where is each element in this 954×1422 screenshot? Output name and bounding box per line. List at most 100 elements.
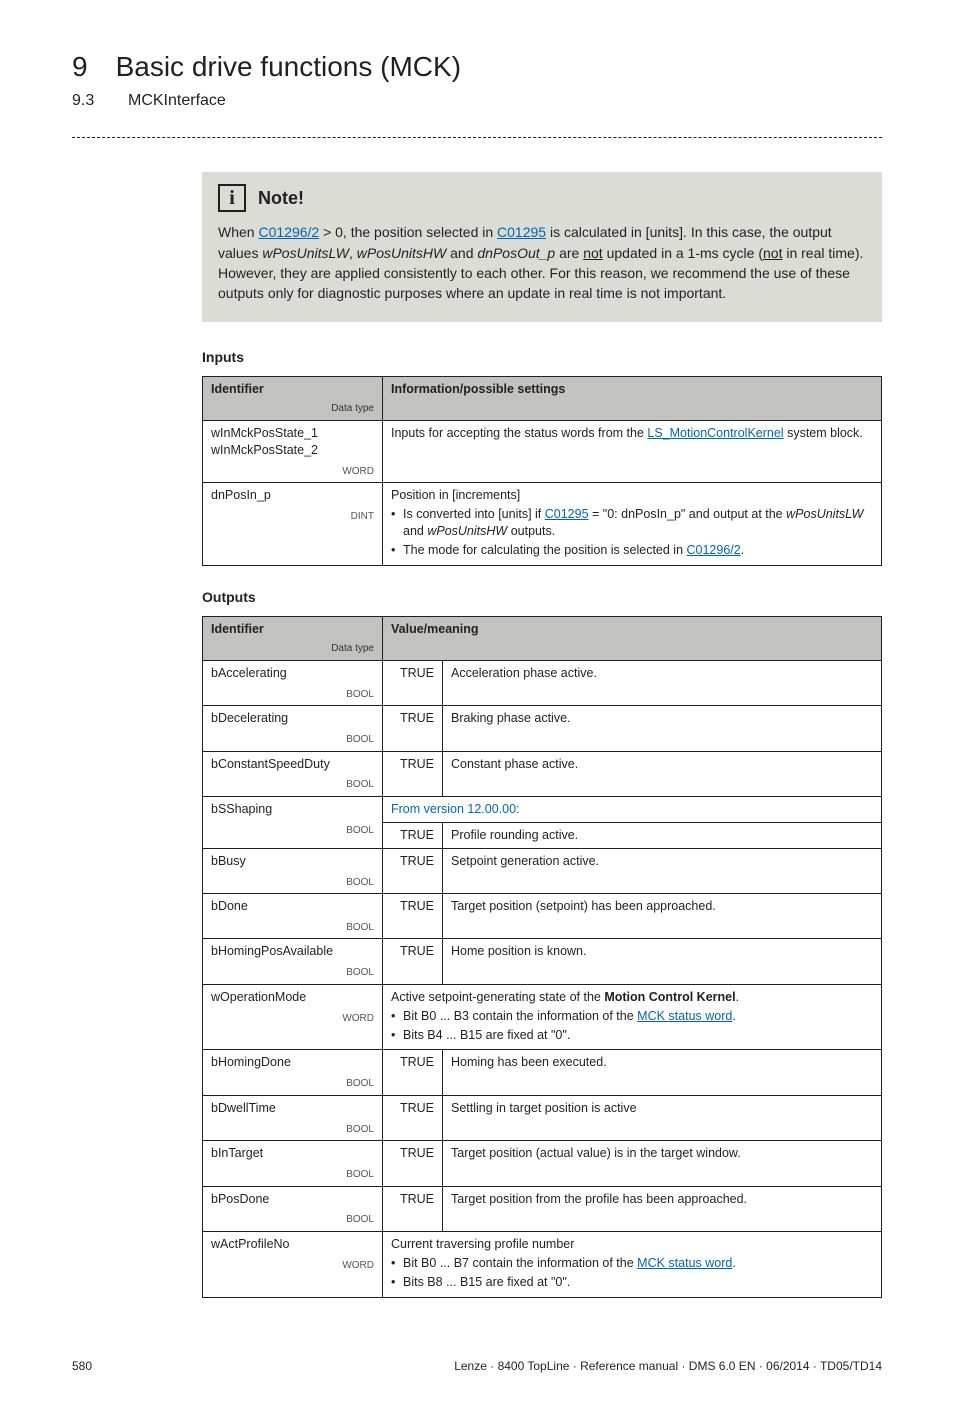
text: The mode for calculating the position is… (403, 543, 687, 557)
note-text: > 0, the position selected in (319, 224, 497, 240)
value-text: Setpoint generation active. (443, 848, 882, 893)
table-row: bDeceleratingBOOL TRUE Braking phase act… (203, 706, 882, 751)
identifier: bDone (211, 899, 248, 913)
identifier-cell: wOperationModeWORD (203, 984, 383, 1050)
section-title: MCKInterface (128, 90, 226, 112)
table-row: bHomingDoneBOOL TRUE Homing has been exe… (203, 1050, 882, 1095)
text: . (732, 1256, 735, 1270)
text: Is converted into [units] if (403, 507, 545, 521)
link-c01295[interactable]: C01295 (497, 224, 546, 240)
text: system block. (784, 426, 863, 440)
ital: wPosUnitsLW (786, 507, 863, 521)
outputs-heading: Outputs (202, 588, 882, 607)
bullet-list: Bit B0 ... B7 contain the information of… (391, 1255, 873, 1291)
list-item: Bits B8 ... B15 are fixed at "0". (391, 1274, 873, 1291)
inputs-table: Identifier Data type Information/possibl… (202, 376, 882, 565)
datatype: BOOL (211, 1213, 374, 1227)
datatype-label: Data type (211, 402, 374, 416)
col-identifier: Identifier Data type (203, 377, 383, 420)
value-label: TRUE (383, 894, 443, 939)
datatype: WORD (211, 465, 374, 479)
table-row: bSShapingBOOL From version 12.00.00: (203, 796, 882, 822)
value-label: TRUE (383, 822, 443, 848)
note-text: updated in a 1-ms cycle ( (603, 245, 763, 261)
table-row: wActProfileNo WORD Current traversing pro… (203, 1231, 882, 1297)
col-label: Identifier (211, 382, 264, 396)
list-item: Bit B0 ... B7 contain the information of… (391, 1255, 873, 1272)
chapter-number: 9 (72, 48, 88, 86)
identifier: bHomingDone (211, 1055, 291, 1069)
text: outputs. (507, 524, 555, 538)
value-label: TRUE (383, 751, 443, 796)
datatype: DINT (211, 510, 374, 524)
bold-text: Motion Control Kernel (604, 990, 735, 1004)
text: Bit B0 ... B7 contain the information of… (403, 1256, 637, 1270)
table-header-row: Identifier Data type Value/meaning (203, 617, 882, 660)
identifier-cell: bDecelerating BOOL (203, 706, 383, 751)
table-row: bDoneBOOL TRUE Target position (setpoint… (203, 894, 882, 939)
identifier: bDecelerating (211, 711, 288, 725)
datatype: BOOL (211, 921, 374, 935)
value-cell: Current traversing profile number Bit B0… (383, 1231, 882, 1297)
identifier: bHomingPosAvailable (211, 944, 333, 958)
link-mck-status-word[interactable]: MCK status word (637, 1256, 732, 1270)
link-ls-motioncontrolkernel[interactable]: LS_MotionControlKernel (647, 426, 783, 440)
info-cell: Position in [increments] Is converted in… (383, 483, 882, 566)
datatype: WORD (211, 1012, 374, 1026)
value-text: Braking phase active. (443, 706, 882, 751)
list-item: The mode for calculating the position is… (391, 542, 873, 559)
identifier-cell: wActProfileNo WORD (203, 1231, 383, 1297)
table-row: wOperationModeWORD Active setpoint-gener… (203, 984, 882, 1050)
col-value: Value/meaning (383, 617, 882, 660)
value-text: Profile rounding active. (443, 822, 882, 848)
version-text: From version 12.00.00: (383, 796, 882, 822)
list-item: Is converted into [units] if C01295 = "0… (391, 506, 873, 540)
identifier: wInMckPosState_1 (211, 425, 374, 442)
identifier: wActProfileNo (211, 1237, 290, 1251)
text: . (736, 990, 739, 1004)
datatype: BOOL (211, 876, 374, 890)
value-label: TRUE (383, 1050, 443, 1095)
text: = "0: dnPosIn_p" and output at the (589, 507, 787, 521)
section-number: 9.3 (72, 90, 100, 112)
value-text: Acceleration phase active. (443, 660, 882, 705)
identifier-cell: bSShapingBOOL (203, 796, 383, 848)
doc-info: Lenze · 8400 TopLine · Reference manual … (454, 1358, 882, 1374)
value-text: Settling in target position is active (443, 1095, 882, 1140)
text: . (741, 543, 744, 557)
datatype: BOOL (211, 1168, 374, 1182)
link-c01295[interactable]: C01295 (545, 507, 589, 521)
note-title: Note! (258, 186, 304, 210)
note-body: When C01296/2 > 0, the position selected… (218, 222, 866, 303)
identifier-cell: bPosDoneBOOL (203, 1186, 383, 1231)
datatype: BOOL (211, 824, 374, 838)
identifier-cell: bBusyBOOL (203, 848, 383, 893)
value-text: Constant phase active. (443, 751, 882, 796)
identifier: bDwellTime (211, 1101, 276, 1115)
datatype: BOOL (211, 1077, 374, 1091)
link-c01296[interactable]: C01296/2 (687, 543, 741, 557)
identifier-cell: bConstantSpeedDutyBOOL (203, 751, 383, 796)
datatype: BOOL (211, 966, 374, 980)
text: and (403, 524, 427, 538)
link-mck-status-word[interactable]: MCK status word (637, 1009, 732, 1023)
value-label: TRUE (383, 660, 443, 705)
page-number: 580 (72, 1358, 92, 1374)
note-text: and (446, 245, 477, 261)
datatype: BOOL (211, 733, 374, 747)
datatype: WORD (211, 1259, 374, 1273)
note-ital: wPosUnitsLW (262, 245, 349, 261)
table-row: bAcceleratingBOOL TRUE Acceleration phas… (203, 660, 882, 705)
text: Current traversing profile number (391, 1236, 873, 1253)
text: Bit B0 ... B3 contain the information of… (403, 1009, 637, 1023)
note-box: i Note! When C01296/2 > 0, the position … (202, 172, 882, 321)
identifier: dnPosIn_p (211, 487, 374, 504)
table-row: bInTargetBOOL TRUE Target position (actu… (203, 1141, 882, 1186)
page-footer: 580 Lenze · 8400 TopLine · Reference man… (72, 1358, 882, 1374)
value-label: TRUE (383, 848, 443, 893)
divider (72, 137, 882, 138)
chapter-title: Basic drive functions (MCK) (116, 48, 461, 86)
link-c01296[interactable]: C01296/2 (258, 224, 319, 240)
identifier-cell: bAcceleratingBOOL (203, 660, 383, 705)
note-text: are (555, 245, 583, 261)
